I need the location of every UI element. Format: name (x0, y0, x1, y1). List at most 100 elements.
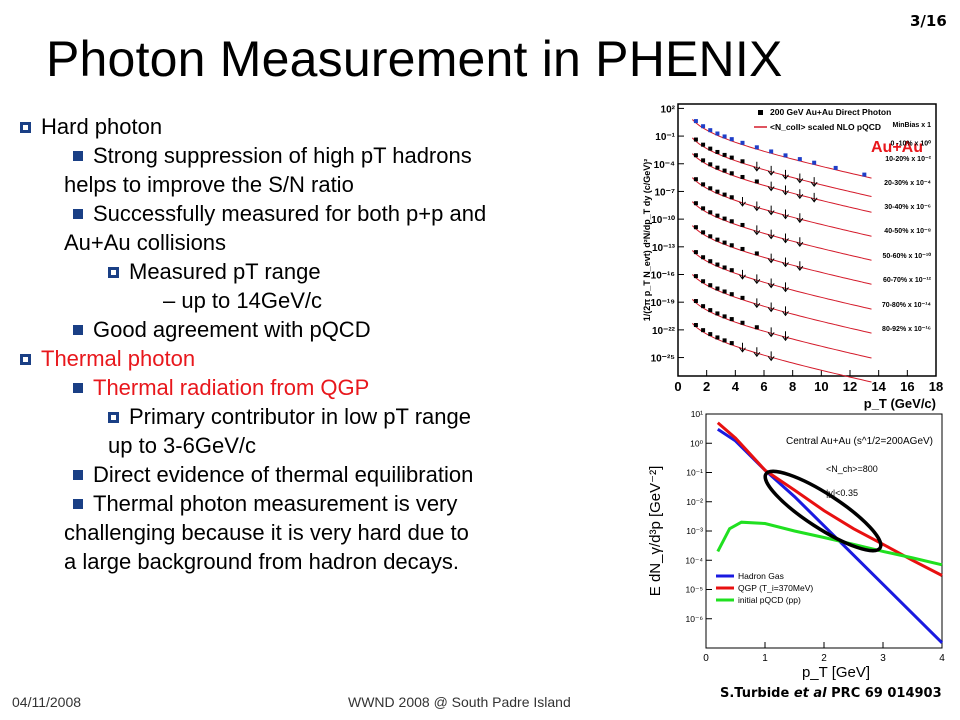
upper-limit-arrow (796, 189, 804, 200)
data-point (701, 279, 706, 284)
bullet-text: helps to improve the S/N ratio (64, 172, 354, 197)
data-point (722, 265, 727, 270)
data-point (693, 250, 698, 255)
bullet-line: – up to 14GeV/c (163, 286, 322, 315)
bullet-line: Thermal photon (20, 344, 195, 373)
data-point (701, 142, 706, 147)
data-point (740, 159, 745, 164)
bullet-text: Successfully measured for both p+p and (93, 201, 487, 226)
chart-title: Central Au+Au (s^1/2=200AGeV) (786, 436, 933, 447)
data-point (701, 230, 706, 235)
series-label: 80-92% x 10⁻¹⁶ (882, 326, 931, 333)
series-group: 30-40% x 10⁻⁶ (691, 201, 931, 261)
series-label: 30-40% x 10⁻⁶ (884, 204, 931, 211)
x-tick-label: 3 (880, 653, 886, 664)
data-point (740, 140, 745, 145)
x-tick-label: 16 (900, 379, 914, 394)
upper-limit-arrow (753, 347, 761, 358)
series-group: 80-92% x 10⁻¹⁶ (691, 323, 931, 383)
citation-author: S.Turbide (720, 686, 794, 701)
data-point (729, 268, 734, 273)
x-tick-label: 12 (843, 379, 857, 394)
upper-limit-arrow (767, 165, 775, 176)
data-point (715, 131, 720, 136)
upper-limit-arrow (782, 185, 789, 196)
series-group: 40-50% x 10⁻⁸ (691, 225, 931, 285)
spectra-chart: 0 2 4 6 8 10 12 14 16 18 10² 10⁻¹ 10⁻⁴ 10⁻⁷ 10⁻¹⁰ 10⁻¹³… (642, 103, 943, 411)
bullet-line: challenging because it is very hard due … (64, 518, 469, 547)
x-tick-label: 2 (821, 653, 827, 664)
data-point (740, 320, 745, 325)
bullet-text: Measured pT range (129, 259, 321, 284)
series-group: 60-70% x 10⁻¹² (691, 274, 932, 334)
data-point (701, 182, 706, 187)
series-group: 0 -10% x 10⁰ (691, 137, 931, 197)
y-tick-label: 10⁻¹ (686, 468, 703, 478)
series-label: 60-70% x 10⁻¹² (883, 277, 932, 284)
upper-limit-arrow (767, 229, 775, 240)
series-group: 50-60% x 10⁻¹⁰ (691, 250, 931, 310)
bullet-text: – up to 14GeV/c (163, 288, 322, 313)
data-point (722, 168, 727, 173)
bullet-line: helps to improve the S/N ratio (64, 170, 354, 199)
data-point (708, 210, 713, 215)
data-point (769, 149, 774, 154)
y-tick-label: 10⁻¹⁹ (651, 298, 676, 309)
pqcd-curve (691, 323, 872, 383)
bullet-text: Hard photon (41, 114, 163, 139)
data-point (708, 146, 713, 151)
legend-label: initial pQCD (pp) (738, 595, 801, 605)
data-point (740, 174, 745, 179)
bullet-line: Direct evidence of thermal equilibration (73, 460, 473, 489)
upper-limit-arrow (767, 181, 775, 192)
series-group: 20-30% x 10⁻⁴ (691, 177, 932, 237)
series-label: 70-80% x 10⁻¹⁴ (882, 302, 932, 309)
filled-square-bullet-icon (73, 383, 83, 393)
data-point (693, 177, 698, 182)
pqcd-curve (691, 225, 872, 285)
series-group: 10-20% x 10⁻² (691, 153, 932, 213)
data-point (715, 189, 720, 194)
bullet-line: up to 3-6GeV/c (108, 431, 256, 460)
highlight-ellipse (763, 469, 883, 553)
bullet-line: Thermal radiation from QGP (73, 373, 369, 402)
thermal-photon-chart: 0 1 2 3 4 10¹ 10⁰ 10⁻¹ 10⁻² 10⁻³ 10⁻⁴ 10⁻⁵ 10⁻⁶ p_T [… (647, 409, 945, 681)
x-tick-label: 14 (871, 379, 886, 394)
bullet-line: Au+Au collisions (64, 228, 226, 257)
bullet-text: Strong suppression of high pT hadrons (93, 143, 472, 168)
legend-marker (758, 110, 763, 115)
y-tick-label: 10⁻³ (686, 526, 703, 536)
pqcd-curve (691, 250, 872, 310)
data-point (693, 119, 698, 124)
series-label: 20-30% x 10⁻⁴ (884, 180, 931, 187)
y-tick-label: 10⁻¹⁰ (651, 215, 675, 226)
y-tick-label: 10⁻² (686, 497, 703, 507)
data-point (693, 201, 698, 206)
series-group: 70-80% x 10⁻¹⁴ (691, 299, 932, 359)
plot-frame (677, 103, 937, 377)
data-point (693, 225, 698, 230)
bullet-text: Au+Au collisions (64, 230, 227, 255)
x-tick-label: 0 (703, 653, 709, 664)
citation-ref: PRC 69 014903 (826, 686, 942, 701)
data-point (708, 332, 713, 337)
hollow-square-bullet-icon (20, 354, 31, 365)
data-point (708, 234, 713, 239)
upper-limit-arrow (782, 257, 789, 268)
pqcd-curve (691, 299, 872, 359)
upper-limit-arrow (782, 306, 789, 317)
bullet-text: challenging because it is very hard due … (64, 520, 469, 545)
data-point (722, 192, 727, 197)
y-axis-label: E dN_γ/d³p [GeV⁻²] (647, 466, 664, 596)
data-point (729, 219, 734, 224)
upper-limit-arrow (810, 192, 818, 203)
data-point (701, 206, 706, 211)
data-point (693, 153, 698, 158)
x-tick-label: 18 (929, 379, 943, 394)
filled-square-bullet-icon (73, 325, 83, 335)
data-point (722, 314, 727, 319)
footer-date: 04/11/2008 (12, 694, 82, 710)
pqcd-curve (691, 201, 872, 261)
data-point (783, 153, 788, 158)
series-label: MinBias x 1 (892, 122, 931, 129)
